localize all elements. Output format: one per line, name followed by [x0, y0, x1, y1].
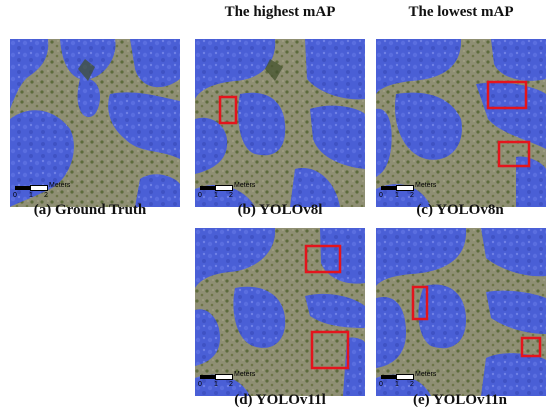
scale-tick: 1: [395, 192, 399, 199]
segmentation-image: [376, 228, 546, 396]
segmentation-image: [10, 39, 180, 207]
scale-bar-unit: Meters: [234, 371, 256, 378]
header-lowest-map: The lowest mAP: [408, 4, 514, 20]
segmentation-image: [376, 39, 546, 207]
scale-tick: 2: [229, 192, 233, 199]
error-box: [520, 336, 542, 358]
scale-bar-unit: Meters: [415, 182, 437, 189]
scale-tick: 0: [13, 192, 17, 199]
scale-tick: 0: [198, 381, 202, 388]
scale-bar: Meters 0 1 2: [195, 371, 255, 396]
scale-bar-unit: Meters: [234, 182, 256, 189]
scale-tick: 2: [44, 192, 48, 199]
scale-tick: 0: [198, 192, 202, 199]
scale-bar-unit: Meters: [415, 371, 437, 378]
scale-bar-unit: Meters: [49, 182, 71, 189]
error-box: [304, 244, 342, 274]
scale-bar: Meters 0 1 2: [376, 371, 436, 396]
caption-ground-truth: (a) Ground Truth: [33, 202, 147, 218]
scale-bar: Meters 0 1 2: [376, 182, 436, 207]
scale-tick: 0: [379, 192, 383, 199]
caption-yolov8n: (c) YOLOv8n: [416, 202, 504, 218]
scale-tick: 0: [379, 381, 383, 388]
scale-bar: Meters 0 1 2: [195, 182, 255, 207]
scale-tick: 1: [395, 381, 399, 388]
panel-yolov11l: Meters 0 1 2: [195, 228, 365, 396]
error-box: [497, 140, 531, 168]
caption-yolov11l: (d) YOLOv11l: [234, 392, 326, 408]
caption-yolov8l: (b) YOLOv8l: [237, 202, 323, 218]
segmentation-image: [195, 39, 365, 207]
error-box: [486, 80, 528, 110]
header-highest-map: The highest mAP: [224, 4, 336, 20]
panel-yolov8l: Meters 0 1 2: [195, 39, 365, 207]
error-box: [218, 95, 238, 125]
scale-bar: Meters 0 1 2: [10, 182, 70, 207]
scale-tick: 1: [214, 381, 218, 388]
caption-yolov11n: (e) YOLOv11n: [412, 392, 508, 408]
scale-tick: 1: [29, 192, 33, 199]
scale-tick: 2: [410, 381, 414, 388]
error-box: [310, 330, 350, 370]
segmentation-image: [195, 228, 365, 396]
scale-tick: 1: [214, 192, 218, 199]
error-box: [411, 285, 429, 321]
scale-tick: 2: [410, 192, 414, 199]
panel-yolov11n: Meters 0 1 2: [376, 228, 546, 396]
scale-tick: 2: [229, 381, 233, 388]
panel-ground-truth: Meters 0 1 2: [10, 39, 180, 207]
panel-yolov8n: Meters 0 1 2: [376, 39, 546, 207]
